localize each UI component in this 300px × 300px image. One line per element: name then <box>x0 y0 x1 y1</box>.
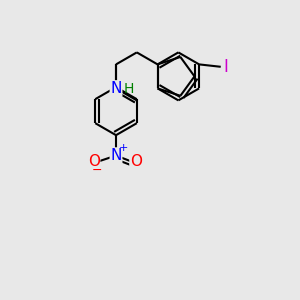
Text: I: I <box>224 58 229 76</box>
Text: N: N <box>110 81 122 96</box>
Text: −: − <box>92 164 102 177</box>
Text: H: H <box>124 82 134 97</box>
Text: O: O <box>130 154 142 169</box>
Text: +: + <box>118 143 128 154</box>
Text: O: O <box>88 154 100 169</box>
Text: N: N <box>110 148 122 163</box>
